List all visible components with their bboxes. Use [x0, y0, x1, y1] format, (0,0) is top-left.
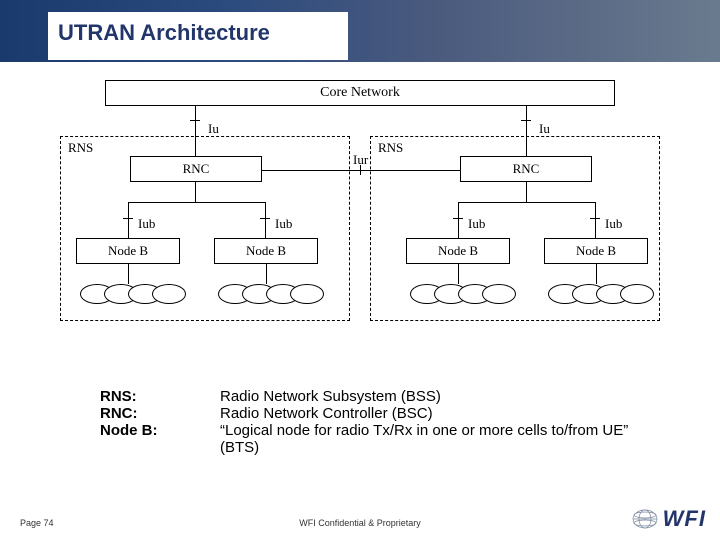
- nodeb-box: Node B: [544, 238, 648, 264]
- legend-row: Node B:“Logical node for radio Tx/Rx in …: [100, 422, 640, 456]
- nodeb-box: Node B: [214, 238, 318, 264]
- connector-line: [128, 202, 129, 238]
- connector-line: [590, 218, 600, 219]
- connector-line: [458, 202, 595, 203]
- rnc-box: RNC: [460, 156, 592, 182]
- interface-label: Iub: [468, 216, 485, 232]
- globe-icon: [631, 508, 659, 530]
- legend-definition: Radio Network Controller (BSC): [220, 405, 640, 422]
- interface-label: Iu: [539, 121, 550, 137]
- connector-line: [128, 264, 129, 284]
- rns-label: RNS: [378, 140, 403, 156]
- connector-line: [260, 218, 270, 219]
- connector-line: [190, 120, 200, 121]
- utran-diagram: Core Network Iu Iu RNS RNS RNC RNC Iur Iub Iub Iub…: [60, 78, 660, 368]
- legend-term: RNC:: [100, 405, 220, 422]
- rnc-box: RNC: [130, 156, 262, 182]
- connector-line: [458, 202, 459, 238]
- rns-label: RNS: [68, 140, 93, 156]
- cell-ellipse: [152, 284, 186, 304]
- connector-line: [453, 218, 463, 219]
- connector-line: [128, 202, 265, 203]
- connector-line: [265, 202, 266, 238]
- interface-label: Iub: [605, 216, 622, 232]
- connector-line: [521, 120, 531, 121]
- connector-line: [123, 218, 133, 219]
- legend-term: Node B:: [100, 422, 220, 456]
- cell-ellipse: [482, 284, 516, 304]
- legend-term: RNS:: [100, 388, 220, 405]
- core-network-box: Core Network: [105, 80, 615, 106]
- connector-line: [596, 264, 597, 284]
- interface-label: Iu: [208, 121, 219, 137]
- connector-line: [526, 182, 527, 202]
- wfi-logo: WFI: [631, 506, 706, 532]
- interface-label: Iub: [275, 216, 292, 232]
- connector-line: [262, 170, 460, 171]
- legend-row: RNC:Radio Network Controller (BSC): [100, 405, 640, 422]
- connector-line: [458, 264, 459, 284]
- legend: RNS:Radio Network Subsystem (BSS)RNC:Rad…: [100, 388, 640, 456]
- slide-title: UTRAN Architecture: [58, 20, 270, 46]
- cell-ellipse: [620, 284, 654, 304]
- connector-line: [595, 202, 596, 238]
- nodeb-box: Node B: [76, 238, 180, 264]
- legend-row: RNS:Radio Network Subsystem (BSS): [100, 388, 640, 405]
- interface-label: Iub: [138, 216, 155, 232]
- legend-definition: “Logical node for radio Tx/Rx in one or …: [220, 422, 640, 456]
- footer-confidential: WFI Confidential & Proprietary: [0, 518, 720, 528]
- logo-text: WFI: [663, 506, 706, 532]
- nodeb-box: Node B: [406, 238, 510, 264]
- cell-ellipse: [290, 284, 324, 304]
- connector-line: [195, 182, 196, 202]
- interface-label: Iur: [353, 152, 368, 168]
- legend-definition: Radio Network Subsystem (BSS): [220, 388, 640, 405]
- connector-line: [266, 264, 267, 284]
